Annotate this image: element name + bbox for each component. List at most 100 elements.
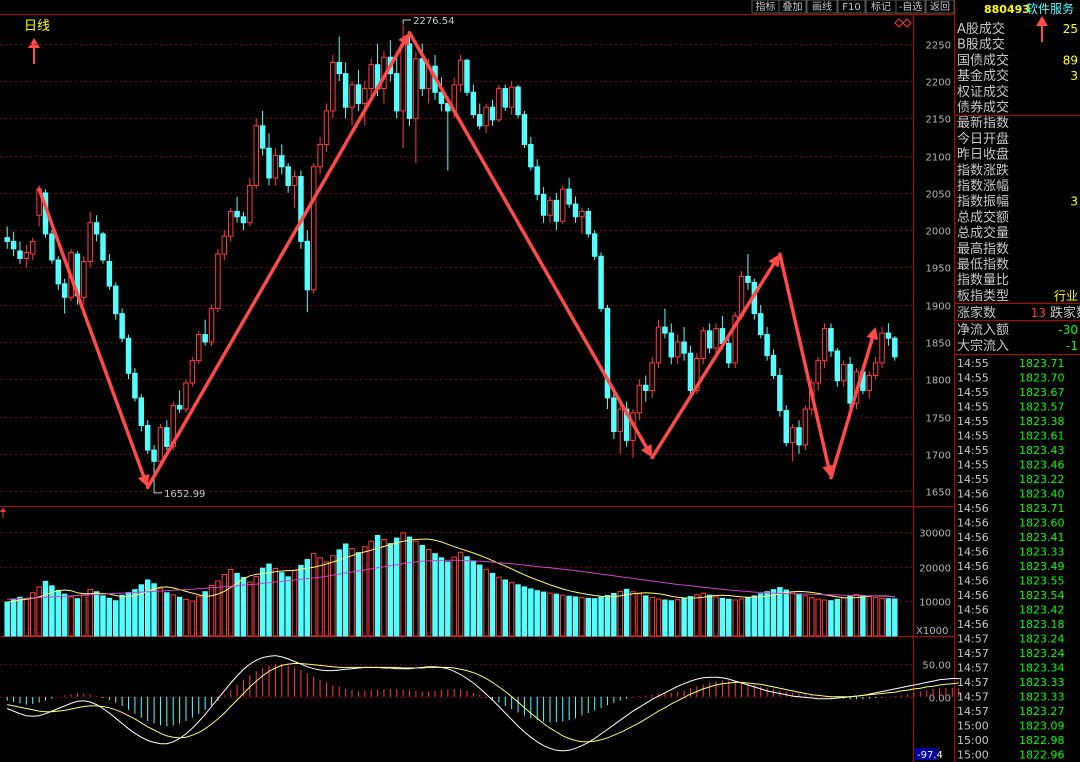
flow-value: -30 <box>1058 323 1078 337</box>
candle-body <box>706 330 713 349</box>
sector-name[interactable]: 软件服务 <box>1026 1 1074 16</box>
candle <box>317 137 323 175</box>
candle-body <box>4 237 10 242</box>
candle <box>579 207 585 234</box>
candle-body <box>847 363 853 404</box>
tick-price: 1823.33 <box>1019 691 1065 704</box>
tick-row: 15:00 1822.96 <box>957 749 1065 762</box>
toolbar-button-3[interactable]: F10 <box>837 0 866 14</box>
candle-body <box>649 362 655 391</box>
tick-price: 1823.18 <box>1019 618 1065 631</box>
tick-time: 14:56 <box>957 560 989 573</box>
candle <box>553 192 560 231</box>
toolbar-button-frame <box>778 0 807 14</box>
candle-body <box>579 211 585 218</box>
stat-value: 89 <box>1063 53 1078 67</box>
candle-body <box>445 102 451 112</box>
price-tick-label: 1800 <box>926 376 951 387</box>
flow-label: 大宗流入 <box>957 338 1009 354</box>
candle <box>393 51 400 119</box>
candle-body <box>623 408 630 441</box>
candle-body <box>157 427 164 462</box>
volume-bar <box>553 593 560 637</box>
candle-body <box>662 326 668 334</box>
stat-label: 总成交额 <box>957 209 1009 225</box>
volume-bar <box>706 594 713 637</box>
stat-label: 指数涨幅 <box>957 179 1009 194</box>
candle-body <box>700 330 706 359</box>
tick-time: 14:56 <box>957 589 989 602</box>
volume-bar <box>189 600 196 637</box>
candle <box>208 304 215 346</box>
volume-bar <box>604 595 611 637</box>
stat-value: 3 <box>1070 195 1078 209</box>
volume-bar <box>477 564 483 637</box>
macd-tick-label: 50.00 <box>922 661 951 672</box>
toolbar-button-5[interactable]: -自选 <box>895 0 926 14</box>
volume-bar <box>745 597 751 637</box>
volume-bar <box>374 534 381 637</box>
toolbar-button-frame <box>837 0 866 14</box>
stat-row: 国债成交 89 <box>957 52 1078 68</box>
toolbar-button-6[interactable]: 返回 <box>925 0 955 14</box>
candle-body <box>138 397 145 426</box>
flow-value: -1 <box>1066 339 1078 353</box>
candle <box>726 334 732 369</box>
candle-body <box>694 357 700 391</box>
candle <box>336 36 342 82</box>
candle-body <box>757 313 764 336</box>
volume-bar <box>738 598 745 637</box>
toolbar-button-1[interactable]: 叠加 <box>778 0 807 14</box>
volume-bar <box>240 577 247 637</box>
candle-body <box>393 73 400 112</box>
candle <box>310 163 317 294</box>
flow-row: 大宗流入 -1 <box>957 338 1078 354</box>
candle <box>4 226 10 249</box>
candle-body <box>668 332 675 358</box>
toolbar-button-0[interactable]: 指标 <box>751 0 780 14</box>
trend-arrow-shaft <box>650 262 776 460</box>
volume-bar <box>23 598 30 637</box>
price-tick-label: 2100 <box>926 153 951 164</box>
candle-body <box>764 334 770 356</box>
volume-bar <box>828 600 834 637</box>
tick-time: 14:55 <box>957 459 989 472</box>
tick-price: 1823.41 <box>1019 531 1065 544</box>
candle-body <box>355 84 362 104</box>
candle <box>611 386 617 439</box>
candle <box>643 375 649 402</box>
volume-bar <box>764 591 770 637</box>
tick-price: 1823.55 <box>1019 575 1065 588</box>
volume-bar <box>164 592 170 637</box>
toolbar-button-4[interactable]: 标记 <box>865 0 897 14</box>
breadth-row: 涨家数 13 跌家数 <box>957 305 1080 321</box>
volume-bar <box>36 586 42 637</box>
toolbar-button-label: 画线 <box>812 0 832 13</box>
period-label[interactable]: 日线 <box>24 19 50 34</box>
volume-ma-short-line <box>7 538 895 603</box>
candle-body <box>464 59 470 93</box>
volume-bar <box>272 568 279 637</box>
candle <box>847 356 853 410</box>
candle <box>330 55 336 119</box>
candle-body <box>330 61 336 112</box>
candle-body <box>362 88 368 104</box>
candle-body <box>528 143 534 168</box>
toolbar-button-frame <box>925 0 955 14</box>
volume-bar <box>585 597 592 637</box>
tick-time: 14:56 <box>957 488 989 501</box>
candle <box>777 368 783 417</box>
volume-bar <box>202 591 208 637</box>
candle-body <box>892 337 898 358</box>
tick-row: 14:55 1823.43 <box>957 444 1065 457</box>
annotation-label: 1652.99 <box>164 489 205 500</box>
candle <box>81 256 87 305</box>
flow-row: 净流入额 -30 <box>957 323 1078 338</box>
candle <box>30 237 36 260</box>
toolbar-button-2[interactable]: 画线 <box>806 0 838 14</box>
volume-bar <box>783 589 789 637</box>
stat-label: 今日开盘 <box>957 131 1009 147</box>
volume-bar <box>298 564 304 637</box>
candle <box>834 347 841 387</box>
